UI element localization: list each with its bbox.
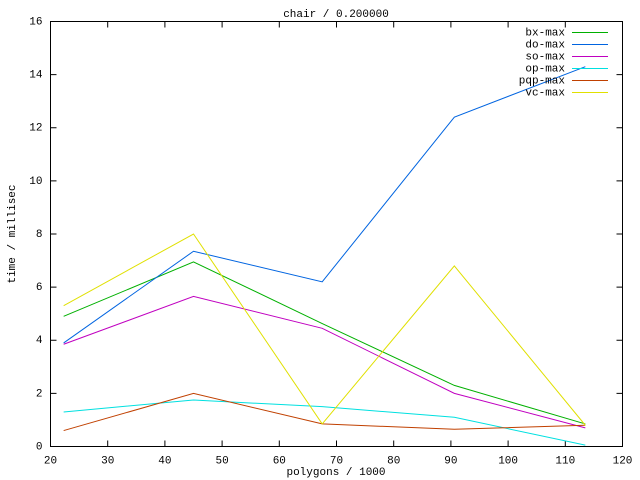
y-tick-label: 0: [36, 441, 43, 453]
y-tick-label: 4: [36, 335, 43, 347]
chart-title: chair / 0.200000: [283, 9, 389, 21]
x-tick-label: 30: [101, 455, 114, 467]
series-line: [63, 261, 586, 425]
series-line: [63, 392, 586, 432]
x-tick-label: 120: [613, 455, 633, 467]
legend-label: do-max: [525, 39, 565, 51]
x-tick-label: 90: [444, 455, 457, 467]
y-tick-label: 14: [29, 70, 43, 82]
legend-label: bx-max: [525, 27, 565, 39]
x-axis-label: polygons / 1000: [286, 467, 385, 479]
y-tick-label: 8: [36, 229, 43, 241]
x-tick-label: 70: [330, 455, 343, 467]
y-tick-label: 12: [29, 123, 42, 135]
x-tick-label: 60: [273, 455, 286, 467]
y-tick-label: 6: [36, 282, 43, 294]
series-line: [63, 295, 586, 429]
x-tick-label: 20: [44, 455, 57, 467]
legend-label: op-max: [525, 63, 565, 75]
x-tick-label: 50: [215, 455, 228, 467]
series-line: [63, 233, 586, 426]
x-tick-label: 40: [158, 455, 171, 467]
y-tick-label: 2: [36, 388, 43, 400]
x-tick-label: 110: [555, 455, 575, 467]
legend-label: pqp-max: [519, 75, 566, 87]
y-tick-label: 10: [29, 176, 42, 188]
series-line: [63, 399, 586, 446]
y-tick-label: 16: [29, 16, 42, 28]
legend-label: so-max: [525, 51, 565, 63]
series-line: [63, 66, 586, 344]
legend-label: vc-max: [525, 87, 565, 99]
y-axis-label: time / millisec: [7, 184, 19, 283]
x-tick-label: 100: [498, 455, 518, 467]
x-tick-label: 80: [387, 455, 400, 467]
